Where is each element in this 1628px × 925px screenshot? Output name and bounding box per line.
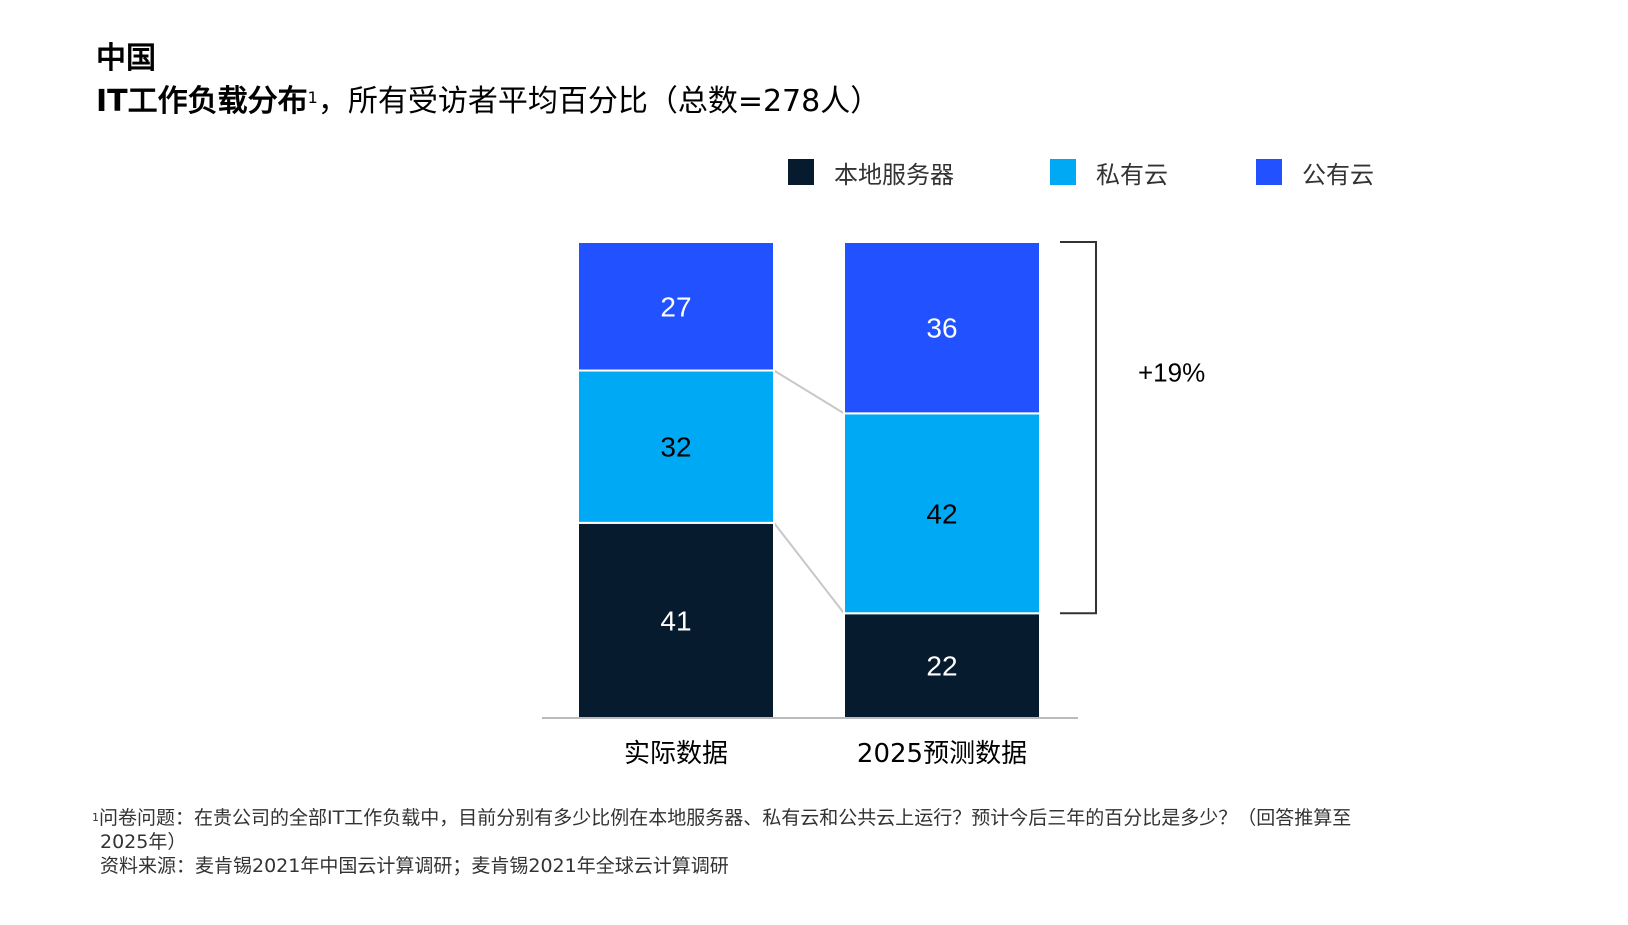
connector-line-public-cloud [773,369,845,415]
legend-label-private-cloud: 私有云 [1096,160,1168,189]
bar-segment-public-cloud [577,241,775,372]
data-label-public-cloud: 27 [660,291,691,322]
bar-segment-public-cloud [843,241,1041,415]
footnote-question-continued: 2025年） [100,831,187,853]
connector-line-private-cloud [773,522,845,614]
legend-label-public-cloud: 公有云 [1302,160,1374,189]
legend-label-on-premise: 本地服务器 [834,160,954,189]
region-title: 中国 [96,41,156,76]
data-label-on-premise: 22 [926,651,957,682]
chart-title-footnote-marker: 1 [307,88,318,107]
chart-legend: 本地服务器 私有云 公有云 [0,152,1628,192]
cloud-share-bracket [1060,241,1097,615]
data-label-private-cloud: 32 [660,432,691,463]
data-label-public-cloud: 36 [926,313,957,344]
footnote-question-text: 问卷问题：在贵公司的全部IT工作负载中，目前分别有多少比例在本地服务器、私有云和… [99,807,1352,829]
legend-item-private-cloud: 私有云 [1050,152,1168,192]
bar-segment-on-premise [843,612,1041,720]
data-label-on-premise: 41 [660,605,691,636]
bar-segment-private-cloud [843,412,1041,615]
chart-header: 中国 IT工作负载分布1，所有受访者平均百分比（总数=278人） [96,40,880,122]
legend-swatch-public-cloud [1256,159,1282,185]
chart-title-main: IT工作负载分布 [96,84,308,119]
footnote-marker: 1 [92,811,99,824]
footnote-question: 1问卷问题：在贵公司的全部IT工作负载中，目前分别有多少比例在本地服务器、私有云… [92,806,1592,830]
legend-swatch-on-premise [788,159,814,185]
chart-title-subtitle: ，所有受访者平均百分比（总数=278人） [317,84,881,119]
category-label: 2025预测数据 [857,739,1027,769]
stacked-bar-chart: 41 32 27 实际数据 22 42 36 2025预测数据 +19% [542,241,1205,769]
legend-item-public-cloud: 公有云 [1256,152,1374,192]
bar-segment-private-cloud [577,369,775,524]
legend-item-on-premise: 本地服务器 [788,152,954,192]
bar-segment-on-premise [577,521,775,720]
data-label-private-cloud: 42 [926,498,957,529]
legend-swatch-private-cloud [1050,159,1076,185]
footnote-source: 资料来源：麦肯锡2021年中国云计算调研；麦肯锡2021年全球云计算调研 [100,855,729,877]
growth-annotation: +19% [1138,358,1205,388]
chart-title: IT工作负载分布1，所有受访者平均百分比（总数=278人） [96,82,880,122]
footnotes: 1问卷问题：在贵公司的全部IT工作负载中，目前分别有多少比例在本地服务器、私有云… [92,806,1592,878]
category-label: 实际数据 [624,739,728,769]
